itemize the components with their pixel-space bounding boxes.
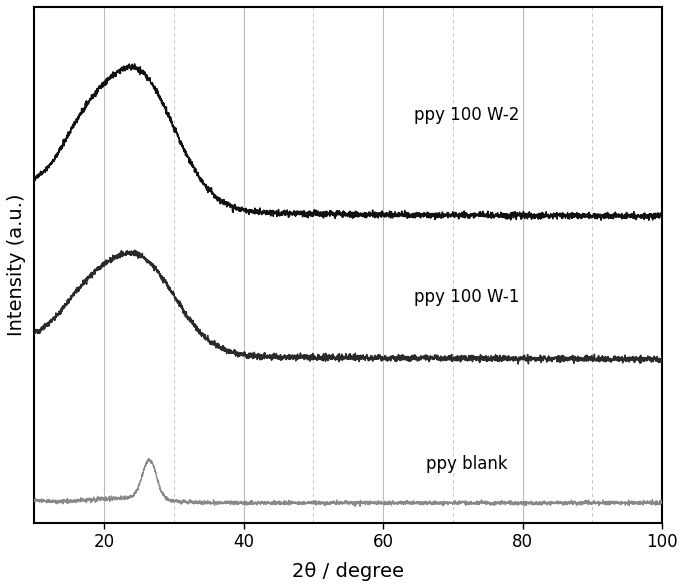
Text: ppy 100 W-2: ppy 100 W-2: [414, 106, 519, 124]
Text: ppy 100 W-1: ppy 100 W-1: [414, 288, 519, 306]
Y-axis label: Intensity (a.u.): Intensity (a.u.): [7, 193, 26, 336]
X-axis label: 2θ / degree: 2θ / degree: [292, 562, 404, 581]
Text: ppy blank: ppy blank: [426, 455, 508, 473]
